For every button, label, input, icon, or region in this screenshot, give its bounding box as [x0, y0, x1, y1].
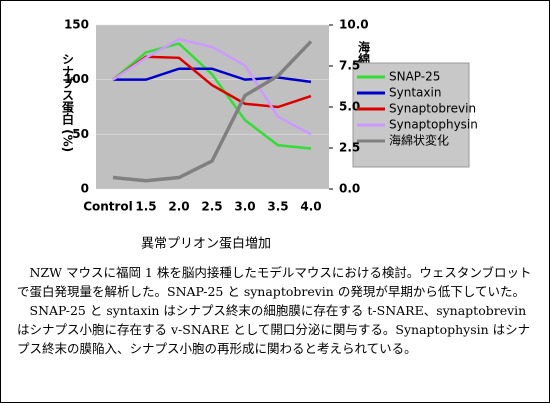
legend-label: Syntaxin	[389, 86, 441, 100]
y2-tick-label: 7.5	[339, 59, 360, 73]
y-tick-label: 50	[72, 127, 89, 141]
y2-tick-label: 0.0	[339, 182, 360, 196]
x-tick-label: 4.0	[300, 200, 321, 214]
x-tick-label: Control	[83, 200, 133, 214]
y-axis-title: シナプス蛋白 (%)	[61, 53, 75, 152]
legend	[352, 62, 470, 168]
x-tick-label: 1.5	[135, 200, 156, 214]
series-line	[112, 42, 312, 150]
x-tick-label: 2.5	[201, 200, 222, 214]
series-line	[112, 37, 312, 136]
y-tick-label: 100	[64, 72, 89, 86]
series-line	[112, 40, 313, 183]
paragraph: NZW マウスに福岡 1 株を脳内接種したモデルマウスにおける検討。ウェスタンブ…	[17, 265, 532, 299]
legend-label: Synaptobrevin	[389, 102, 476, 116]
y2-tick-label: 2.5	[339, 141, 360, 155]
y-tick-label: 0	[81, 182, 89, 196]
legend-label: 海綿状変化	[389, 133, 449, 148]
x-axis-title: 異常プリオン蛋白増加	[141, 236, 271, 252]
legend-label: Synaptophysin	[389, 118, 478, 132]
x-tick-label: 3.0	[234, 200, 255, 214]
y-tick-label: 150	[64, 18, 89, 32]
caption: NZW マウスに福岡 1 株を脳内接種したモデルマウスにおける検討。ウェスタンブ…	[17, 263, 537, 358]
y2-tick-label: 10.0	[339, 18, 369, 32]
chart: 異常プリオン蛋白増加 シナプス蛋白 (%) 海綿状変化 (%) 05010015…	[61, 18, 478, 252]
paragraph: SNAP-25 と syntaxin はシナプス終末の細胞膜に存在する t-SN…	[17, 303, 531, 356]
x-tick-label: 2.0	[168, 200, 189, 214]
plot-area	[96, 25, 329, 189]
x-tick-label: 3.5	[267, 200, 288, 214]
legend-label: SNAP-25	[389, 70, 440, 84]
y2-tick-label: 5.0	[339, 100, 360, 114]
